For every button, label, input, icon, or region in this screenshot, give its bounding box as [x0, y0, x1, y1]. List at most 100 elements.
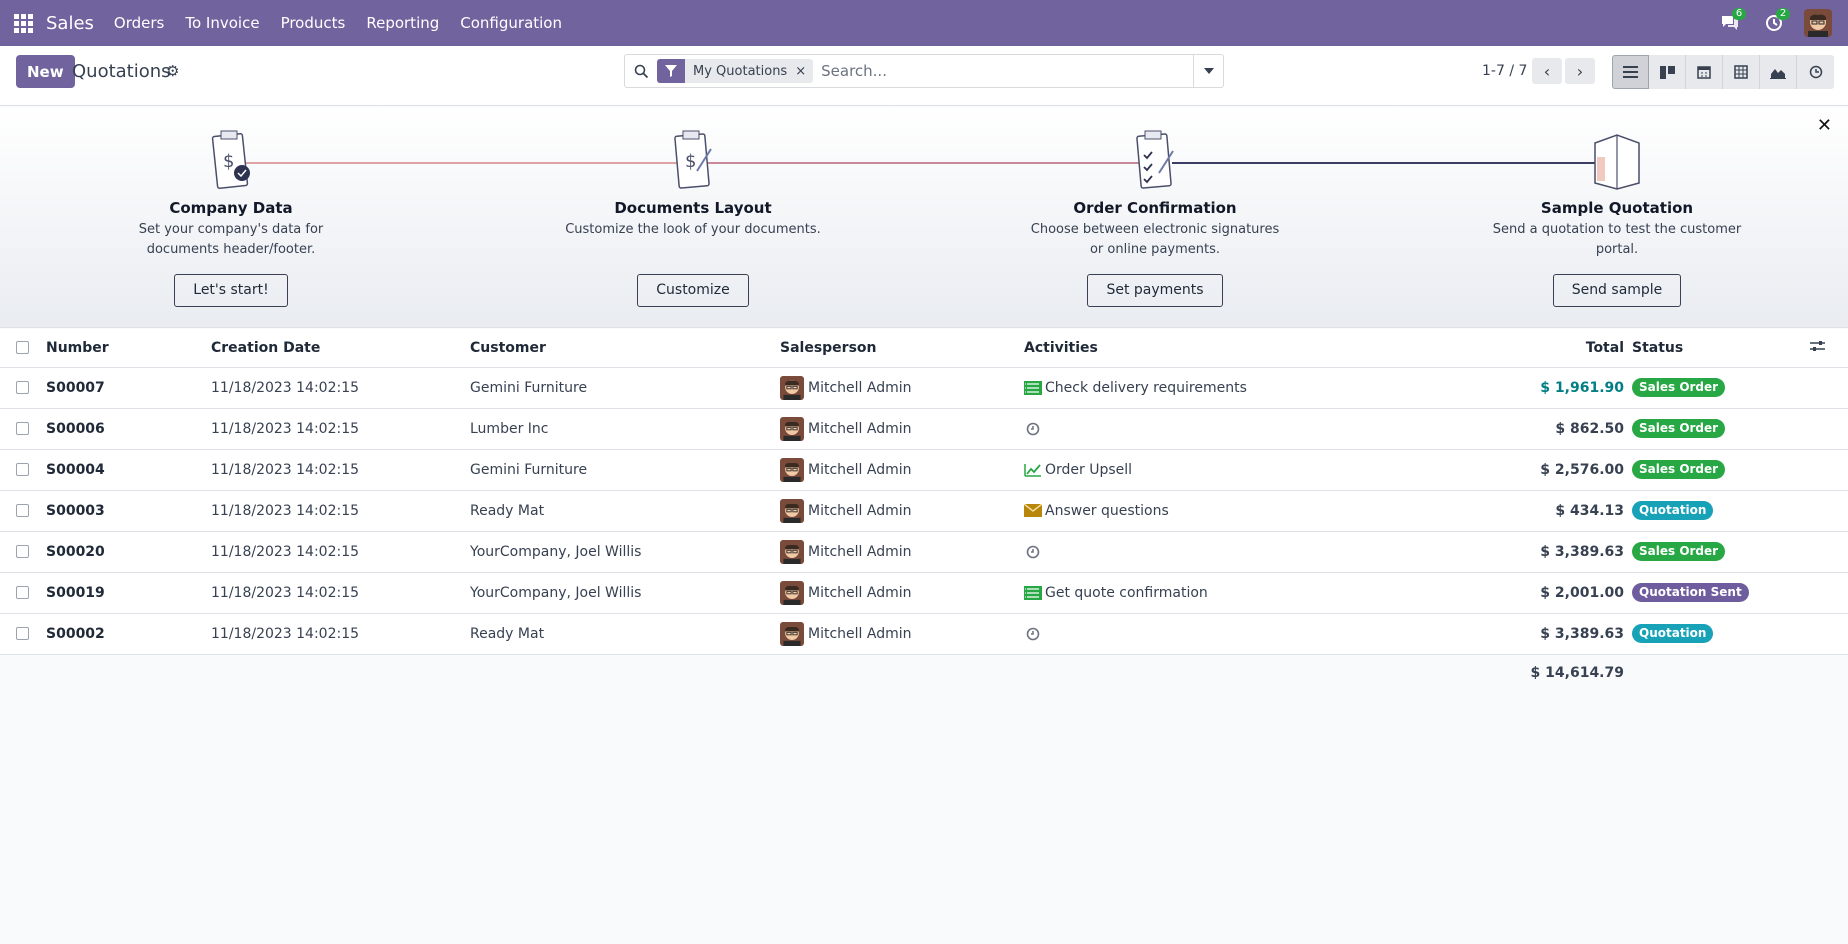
list-icon[interactable]	[1024, 585, 1042, 601]
gear-icon[interactable]: ⚙	[166, 62, 180, 80]
activity-view-button[interactable]	[1797, 55, 1834, 89]
activity-summary[interactable]: Get quote confirmation	[1045, 584, 1208, 601]
graph-view-button[interactable]	[1760, 55, 1797, 89]
menu-to-invoice[interactable]: To Invoice	[185, 14, 260, 32]
table-row[interactable]: S00003 11/18/2023 14:02:15 Ready Mat Mitche…	[0, 490, 1848, 532]
salesperson-avatar	[780, 539, 804, 564]
progress-line-2	[708, 162, 1146, 164]
sliders-icon	[1810, 340, 1825, 351]
chart-icon[interactable]	[1024, 462, 1042, 478]
chat-bubbles-icon	[1722, 16, 1738, 30]
pivot-view-button[interactable]	[1723, 55, 1760, 89]
column-creation-date[interactable]: Creation Date	[211, 329, 470, 368]
activities-button[interactable]: 2	[1752, 0, 1796, 46]
app-switcher-icon[interactable]	[0, 0, 46, 46]
column-activities[interactable]: Activities	[1024, 329, 1342, 368]
new-button[interactable]: New	[16, 55, 75, 88]
salesperson-avatar	[780, 457, 804, 482]
creation-date: 11/18/2023 14:02:15	[211, 449, 470, 491]
lets-start-button[interactable]: Let's start!	[174, 274, 288, 307]
pager-previous-button[interactable]: ‹	[1532, 58, 1562, 84]
search-facet: My Quotations ×	[657, 59, 814, 83]
quotations-list: Number Creation Date Customer Salesperso…	[0, 329, 1848, 692]
salesperson-avatar	[780, 416, 804, 441]
list-view-button[interactable]	[1612, 55, 1649, 89]
send-sample-button[interactable]: Send sample	[1552, 274, 1682, 307]
clock-icon[interactable]	[1024, 626, 1042, 642]
kanban-icon	[1659, 65, 1675, 79]
clock-icon	[1809, 65, 1822, 79]
table-row[interactable]: S00019 11/18/2023 14:02:15 YourCompany, Jo…	[0, 572, 1848, 614]
order-total: $ 1,961.90	[1342, 367, 1632, 409]
customize-button[interactable]: Customize	[637, 274, 749, 307]
row-checkbox[interactable]	[16, 586, 29, 599]
order-number: S00003	[46, 490, 211, 532]
table-row[interactable]: S00004 11/18/2023 14:02:15 Gemini Furnitur…	[0, 449, 1848, 491]
column-salesperson[interactable]: Salesperson	[780, 329, 1024, 368]
menu-orders[interactable]: Orders	[113, 14, 165, 32]
app-name[interactable]: Sales	[46, 12, 94, 34]
envelope-icon[interactable]	[1024, 503, 1042, 519]
menu-reporting[interactable]: Reporting	[366, 14, 440, 32]
menu-configuration[interactable]: Configuration	[460, 14, 562, 32]
salesperson-name: Mitchell Admin	[808, 420, 912, 437]
progress-line-1	[245, 162, 685, 164]
onboarding-panel: ✕ $ Company Data Set your company's data…	[0, 107, 1848, 328]
clock-icon[interactable]	[1024, 421, 1042, 437]
column-number[interactable]: Number	[46, 329, 211, 368]
calendar-view-button[interactable]	[1686, 55, 1723, 89]
column-customer[interactable]: Customer	[470, 329, 780, 368]
salesperson-name: Mitchell Admin	[808, 461, 912, 478]
search-icon[interactable]	[625, 64, 657, 79]
close-icon[interactable]: ✕	[1816, 115, 1832, 136]
table-row[interactable]: S00007 11/18/2023 14:02:15 Gemini Furnitur…	[0, 367, 1848, 409]
step-title: Sample Quotation	[1540, 199, 1694, 217]
activity-summary[interactable]: Check delivery requirements	[1045, 379, 1247, 396]
kanban-view-button[interactable]	[1649, 55, 1686, 89]
menu-products[interactable]: Products	[280, 14, 346, 32]
table-row[interactable]: S00020 11/18/2023 14:02:15 YourCompany, Jo…	[0, 531, 1848, 573]
list-icon	[1623, 66, 1638, 78]
order-total: $ 3,389.63	[1342, 531, 1632, 573]
messages-button[interactable]: 6	[1708, 0, 1752, 46]
row-checkbox[interactable]	[16, 422, 29, 435]
step-description: Send a quotation to test the customer po…	[1492, 222, 1742, 257]
order-number: S00007	[46, 367, 211, 409]
clock-icon[interactable]	[1024, 544, 1042, 560]
row-checkbox[interactable]	[16, 463, 29, 476]
column-total[interactable]: Total	[1342, 329, 1632, 368]
customer-name: YourCompany, Joel Willis	[470, 531, 780, 573]
pager-value[interactable]: 1-7 / 7	[1482, 63, 1528, 79]
salesperson-name: Mitchell Admin	[808, 543, 912, 560]
remove-facet-icon[interactable]: ×	[795, 63, 807, 79]
pager-next-button[interactable]: ›	[1565, 58, 1595, 84]
status-badge: Quotation Sent	[1632, 583, 1749, 602]
status-badge: Sales Order	[1632, 460, 1726, 479]
activity-summary[interactable]: Order Upsell	[1045, 461, 1133, 478]
row-checkbox[interactable]	[16, 545, 29, 558]
optional-columns-toggle[interactable]	[1810, 329, 1848, 368]
list-icon[interactable]	[1024, 380, 1042, 396]
search-bar: My Quotations ×	[624, 54, 1224, 88]
activity-summary[interactable]: Answer questions	[1045, 502, 1169, 519]
search-input[interactable]	[821, 62, 1193, 80]
table-row[interactable]: S00002 11/18/2023 14:02:15 Ready Mat Mitche…	[0, 613, 1848, 655]
user-avatar[interactable]	[1804, 9, 1832, 37]
column-status[interactable]: Status	[1632, 329, 1810, 368]
table-row[interactable]: S00006 11/18/2023 14:02:15 Lumber Inc Mitch…	[0, 408, 1848, 450]
invoice-clipboard-icon: $	[101, 127, 361, 197]
order-total: $ 2,576.00	[1342, 449, 1632, 491]
view-switcher	[1612, 55, 1834, 89]
creation-date: 11/18/2023 14:02:15	[211, 572, 470, 614]
select-all-checkbox[interactable]	[16, 341, 29, 355]
table-icon	[1734, 65, 1748, 79]
row-checkbox[interactable]	[16, 627, 29, 640]
row-checkbox[interactable]	[16, 381, 29, 394]
order-number: S00019	[46, 572, 211, 614]
set-payments-button[interactable]: Set payments	[1087, 274, 1223, 307]
row-checkbox[interactable]	[16, 504, 29, 517]
order-total: $ 3,389.63	[1342, 613, 1632, 655]
order-total: $ 434.13	[1342, 490, 1632, 532]
search-options-toggle[interactable]	[1193, 55, 1223, 87]
calendar-icon	[1697, 66, 1711, 79]
